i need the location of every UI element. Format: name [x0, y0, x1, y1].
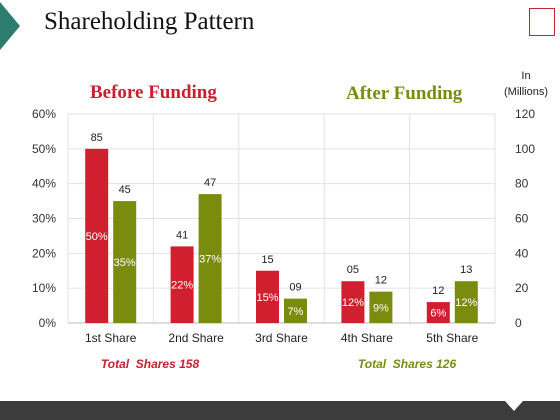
- total-shares-label: Total Shares 158: [101, 357, 200, 371]
- total-shares-label: Total Shares 126: [358, 357, 457, 371]
- bar: [170, 246, 194, 323]
- y-left-tick-label: 40%: [32, 177, 56, 191]
- y-left-tick-label: 30%: [32, 212, 56, 226]
- bar-count-label: 12: [375, 275, 387, 287]
- bar: [113, 201, 137, 323]
- before-funding-heading: Before Funding: [90, 82, 217, 103]
- bar-count-label: 12: [432, 285, 444, 297]
- after-funding-heading: After Funding: [346, 83, 463, 104]
- y-left-tick-label: 50%: [32, 142, 56, 156]
- y-left-tick-label: 10%: [32, 281, 56, 295]
- bar-percent-label: 12%: [342, 297, 364, 309]
- bar-count-label: 09: [289, 282, 301, 294]
- shareholding-chart: 0% 10% 20% 30% 40% 50% 60% 0 20 40 60 80 100 120 50% 85…: [32, 107, 535, 371]
- corner-box-icon: [529, 8, 555, 36]
- y-right-tick-label: 80: [515, 177, 529, 191]
- bar: [454, 281, 478, 323]
- bar-percent-label: 12%: [455, 297, 477, 309]
- y-right-tick-label: 0: [515, 316, 522, 330]
- bar-percent-label: 9%: [373, 302, 389, 314]
- bar-percent-label: 37%: [199, 254, 221, 266]
- x-tick-label: 1st Share: [85, 331, 137, 345]
- page-title: Shareholding Pattern: [44, 8, 255, 35]
- bar-percent-label: 7%: [288, 306, 304, 318]
- bar: [341, 281, 365, 323]
- y-right-tick-label: 120: [515, 107, 535, 121]
- bar-percent-label: 22%: [171, 280, 193, 292]
- right-axis-unit: In (Millions): [496, 68, 556, 100]
- unit-line-1: In: [521, 70, 531, 82]
- y-right-tick-label: 20: [515, 281, 529, 295]
- x-tick-label: 4th Share: [341, 331, 393, 345]
- bar-count-label: 45: [119, 184, 131, 196]
- bar: [85, 148, 109, 323]
- y-left-tick-label: 0%: [39, 316, 57, 330]
- bar-percent-label: 35%: [114, 257, 136, 269]
- footer-notch-icon: [505, 401, 523, 411]
- bar-count-label: 05: [347, 264, 359, 276]
- footer-bar: [0, 401, 560, 420]
- corner-triangle-icon: [0, 2, 20, 50]
- bar: [369, 291, 393, 323]
- bar: [198, 194, 222, 323]
- unit-line-2: (Millions): [504, 86, 548, 98]
- bar: [256, 270, 279, 323]
- bar-count-label: 85: [91, 132, 103, 144]
- bar-count-label: 15: [261, 254, 273, 266]
- y-left-tick-label: 20%: [32, 246, 56, 260]
- y-right-tick-label: 60: [515, 212, 529, 226]
- x-tick-label: 5th Share: [426, 331, 478, 345]
- bar-percent-label: 50%: [86, 231, 108, 243]
- bar-count-label: 13: [460, 264, 472, 276]
- x-tick-label: 3rd Share: [255, 331, 308, 345]
- bar-percent-label: 6%: [430, 308, 446, 320]
- y-left-tick-label: 60%: [32, 107, 56, 121]
- bar-count-label: 41: [176, 229, 188, 241]
- bar-percent-label: 15%: [256, 292, 278, 304]
- y-right-tick-label: 40: [515, 246, 529, 260]
- bar: [426, 302, 450, 323]
- y-right-tick-label: 100: [515, 142, 535, 156]
- bar-count-label: 47: [204, 177, 216, 189]
- x-tick-label: 2nd Share: [168, 331, 224, 345]
- bar: [284, 298, 307, 323]
